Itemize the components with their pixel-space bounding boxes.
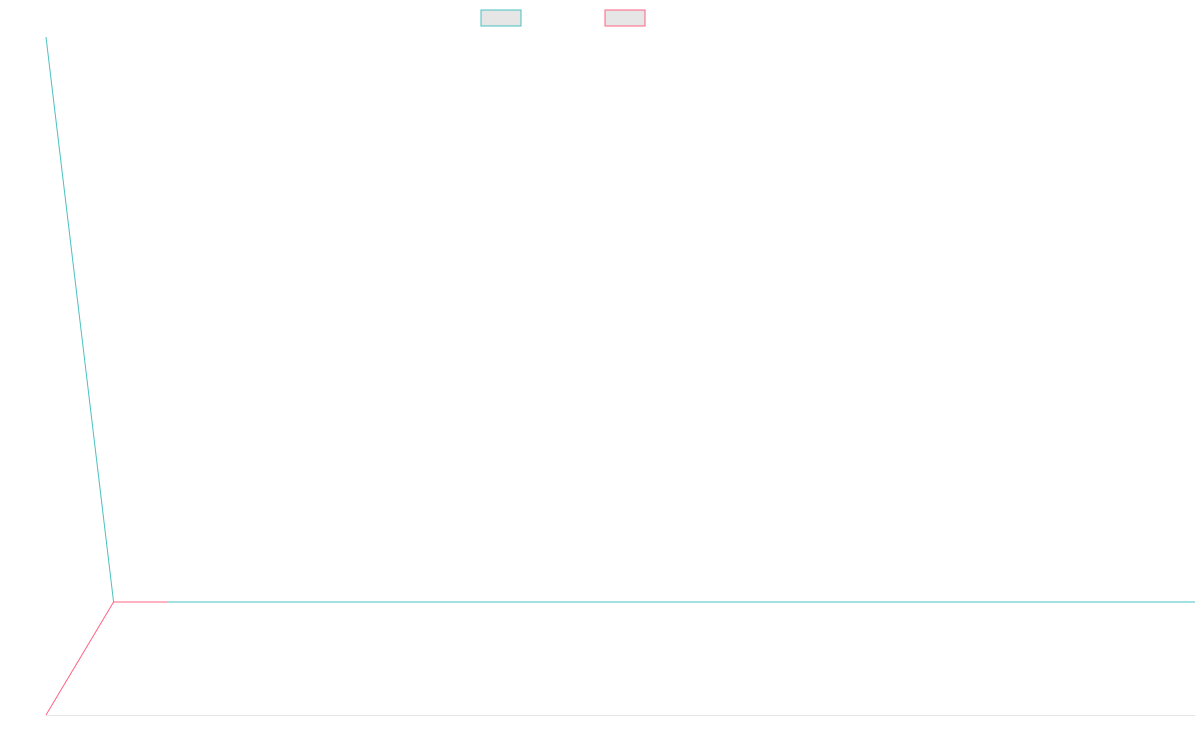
legend-swatch-2[interactable] — [604, 9, 646, 27]
legend-swatch-1[interactable] — [480, 9, 522, 27]
legend[interactable] — [480, 9, 646, 27]
legend-item-1[interactable] — [480, 9, 522, 27]
legend-item-2[interactable] — [604, 9, 646, 27]
series-line-2 — [45, 601, 168, 716]
series-line-1 — [45, 36, 1195, 603]
series-layer — [45, 36, 1195, 716]
